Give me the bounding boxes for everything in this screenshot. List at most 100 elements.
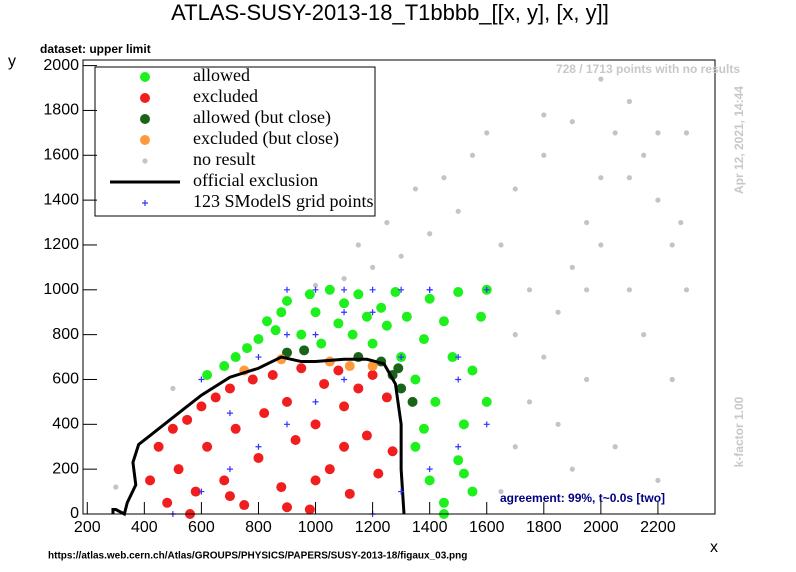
y-axis-label: y xyxy=(8,53,16,70)
point xyxy=(316,338,327,349)
point xyxy=(453,455,464,466)
x-tick-label: 800 xyxy=(245,519,272,536)
chart-title: ATLAS-SUSY-2013-18_T1bbbb_[[x, y], [x, y… xyxy=(171,0,609,25)
point xyxy=(498,488,504,495)
point xyxy=(669,376,675,383)
grid-point xyxy=(369,309,376,316)
point xyxy=(410,441,421,452)
point xyxy=(310,419,321,430)
point xyxy=(683,130,690,136)
point xyxy=(312,282,319,288)
point xyxy=(458,419,469,430)
point xyxy=(210,392,221,403)
grid-point xyxy=(284,421,291,428)
point xyxy=(262,316,273,327)
dataset-label: dataset: upper limit xyxy=(40,42,151,56)
point xyxy=(267,369,278,380)
point xyxy=(398,253,404,259)
point xyxy=(584,287,590,293)
point xyxy=(296,363,307,374)
legend-marker xyxy=(140,93,150,103)
point xyxy=(381,392,392,403)
grid-point xyxy=(284,331,291,338)
point xyxy=(361,311,372,322)
grid-point xyxy=(398,354,405,361)
source-url: https://atlas.web.cern.ch/Atlas/GROUPS/P… xyxy=(48,551,467,562)
x-tick-label: 2200 xyxy=(640,519,676,536)
x-tick-label: 600 xyxy=(188,519,215,536)
plot-area xyxy=(111,76,690,519)
point xyxy=(190,486,201,497)
point xyxy=(541,152,547,158)
point xyxy=(526,399,533,405)
grid-point xyxy=(455,376,462,383)
point xyxy=(339,401,350,412)
point xyxy=(626,175,633,181)
point xyxy=(224,383,235,394)
point xyxy=(145,475,156,486)
x-tick-label: 400 xyxy=(131,519,158,536)
y-tick-label: 2000 xyxy=(43,57,79,74)
point xyxy=(453,287,464,298)
point xyxy=(455,208,461,214)
grid-point xyxy=(312,331,319,338)
point xyxy=(196,401,207,412)
point xyxy=(339,298,350,309)
point xyxy=(276,307,287,318)
legend-marker xyxy=(140,135,150,145)
point xyxy=(253,334,264,345)
point xyxy=(282,502,293,513)
y-tick-label: 1400 xyxy=(43,191,79,208)
point xyxy=(202,441,213,452)
point xyxy=(598,242,604,248)
point xyxy=(290,435,301,446)
point xyxy=(584,376,590,383)
grid-point xyxy=(226,410,233,417)
x-tick-label: 200 xyxy=(74,519,101,536)
point xyxy=(373,468,384,479)
point xyxy=(641,152,647,158)
point xyxy=(355,242,361,248)
point xyxy=(333,318,344,329)
point xyxy=(430,396,441,407)
point xyxy=(282,296,293,307)
point xyxy=(367,338,378,349)
grid-point xyxy=(426,466,433,473)
point xyxy=(458,468,469,479)
point xyxy=(367,369,378,380)
point xyxy=(438,316,449,327)
point xyxy=(282,396,293,407)
point xyxy=(427,231,433,237)
exclusion-line xyxy=(111,355,406,517)
grid-point xyxy=(398,488,405,495)
timestamp: Apr 12, 2021, 14:44 xyxy=(732,86,746,194)
grid-point xyxy=(483,421,490,428)
point xyxy=(655,197,661,203)
grid-point xyxy=(398,286,405,293)
point xyxy=(230,423,241,434)
y-tick-label: 0 xyxy=(70,505,79,522)
legend-marker xyxy=(142,200,148,206)
point xyxy=(367,361,378,372)
legend-label: 123 SModelS grid points xyxy=(193,191,374,211)
point xyxy=(224,491,235,502)
grid-point xyxy=(455,443,462,450)
point xyxy=(410,374,421,385)
point xyxy=(259,408,270,419)
legend-label: official exclusion xyxy=(193,170,318,190)
point xyxy=(153,441,164,452)
x-tick-label: 1600 xyxy=(469,519,505,536)
point xyxy=(526,287,533,293)
point xyxy=(401,311,412,322)
grid-point xyxy=(341,309,348,316)
x-axis-label: x xyxy=(710,539,718,556)
point xyxy=(299,345,310,356)
point xyxy=(162,497,173,508)
legend-marker xyxy=(140,72,150,82)
y-tick-label: 1800 xyxy=(43,102,79,119)
point xyxy=(310,307,321,318)
y-tick-label: 800 xyxy=(52,326,79,343)
x-tick-label: 1800 xyxy=(526,519,562,536)
point xyxy=(512,186,518,192)
